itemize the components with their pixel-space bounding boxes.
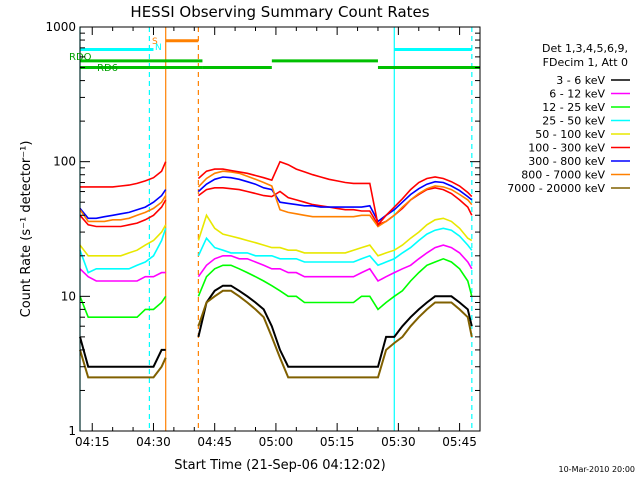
series-line-6-12-kev [79,244,473,283]
y-tick-label: 1000 [45,20,76,34]
x-tick-label: 05:30 [381,435,416,449]
chart-title: HESSI Observing Summary Count Rates [130,3,429,21]
legend-label-100-300-kev: 100 - 300 keV [528,142,605,155]
flag-label-rd6: RD6 [97,63,118,74]
plot-frame [79,26,481,432]
y-axis: 1 10 100 1000 [45,20,480,438]
flag-label-n: N [155,43,162,53]
x-tick-label: 05:15 [320,435,355,449]
series-line-12-25-kev [79,257,473,318]
flag-labels: RDO RD6 S N [69,37,162,74]
legend-label-12-25-kev: 12 - 25 keV [542,101,605,114]
series-line-800-7000-kev [79,170,473,228]
x-tick-label: 04:15 [75,435,110,449]
legend-label-25-50-kev: 25 - 50 keV [542,115,605,128]
x-tick-label: 05:00 [259,435,294,449]
legend-header-line-1: Det 1,3,4,5,6,9, [542,42,628,55]
legend-label-800-7000-kev: 800 - 7000 keV [521,169,605,182]
y-axis-label: Count Rate (s⁻¹ detector⁻¹) [19,141,34,318]
series-line-50-100-kev [79,213,473,257]
legend: Det 1,3,4,5,6,9, FDecim 1, Att 0 3 - 6 k… [507,42,630,195]
legend-label-300-800-kev: 300 - 800 keV [528,155,605,168]
legend-header-line-2: FDecim 1, Att 0 [543,56,628,69]
series-line-100-300-kev [79,186,473,228]
x-axis-label: Start Time (21-Sep-06 04:12:02) [174,458,385,473]
footer-date: 10-Mar-2010 20:00 [559,465,636,474]
series-line-unlabeled-9 [80,160,473,227]
series-line-25-50-kev [79,227,473,274]
series-line-300-800-kev [79,176,473,223]
flag-label-rd0: RDO [69,52,92,63]
flag-label-s: S [152,37,158,47]
plot-area [79,26,481,432]
legend-label-50-100-kev: 50 - 100 keV [535,128,605,141]
legend-label-6-12-kev: 6 - 12 keV [549,88,605,101]
legend-label-7000-20000-kev: 7000 - 20000 keV [507,182,605,195]
x-tick-label: 04:30 [136,435,171,449]
x-tick-label: 04:45 [197,435,232,449]
series-line-3-6-kev [79,284,473,368]
series-lines [79,160,473,379]
y-tick-label: 1 [68,424,76,438]
y-tick-label: 10 [61,289,76,303]
x-tick-label: 05:45 [442,435,477,449]
legend-label-3-6-kev: 3 - 6 keV [556,74,605,87]
y-tick-label: 100 [53,155,76,169]
x-axis: 04:15 04:30 04:45 05:00 05:15 05:30 05:45 [75,27,481,449]
flag-bars [80,39,480,70]
series-line-7000-20000-kev [79,289,473,379]
